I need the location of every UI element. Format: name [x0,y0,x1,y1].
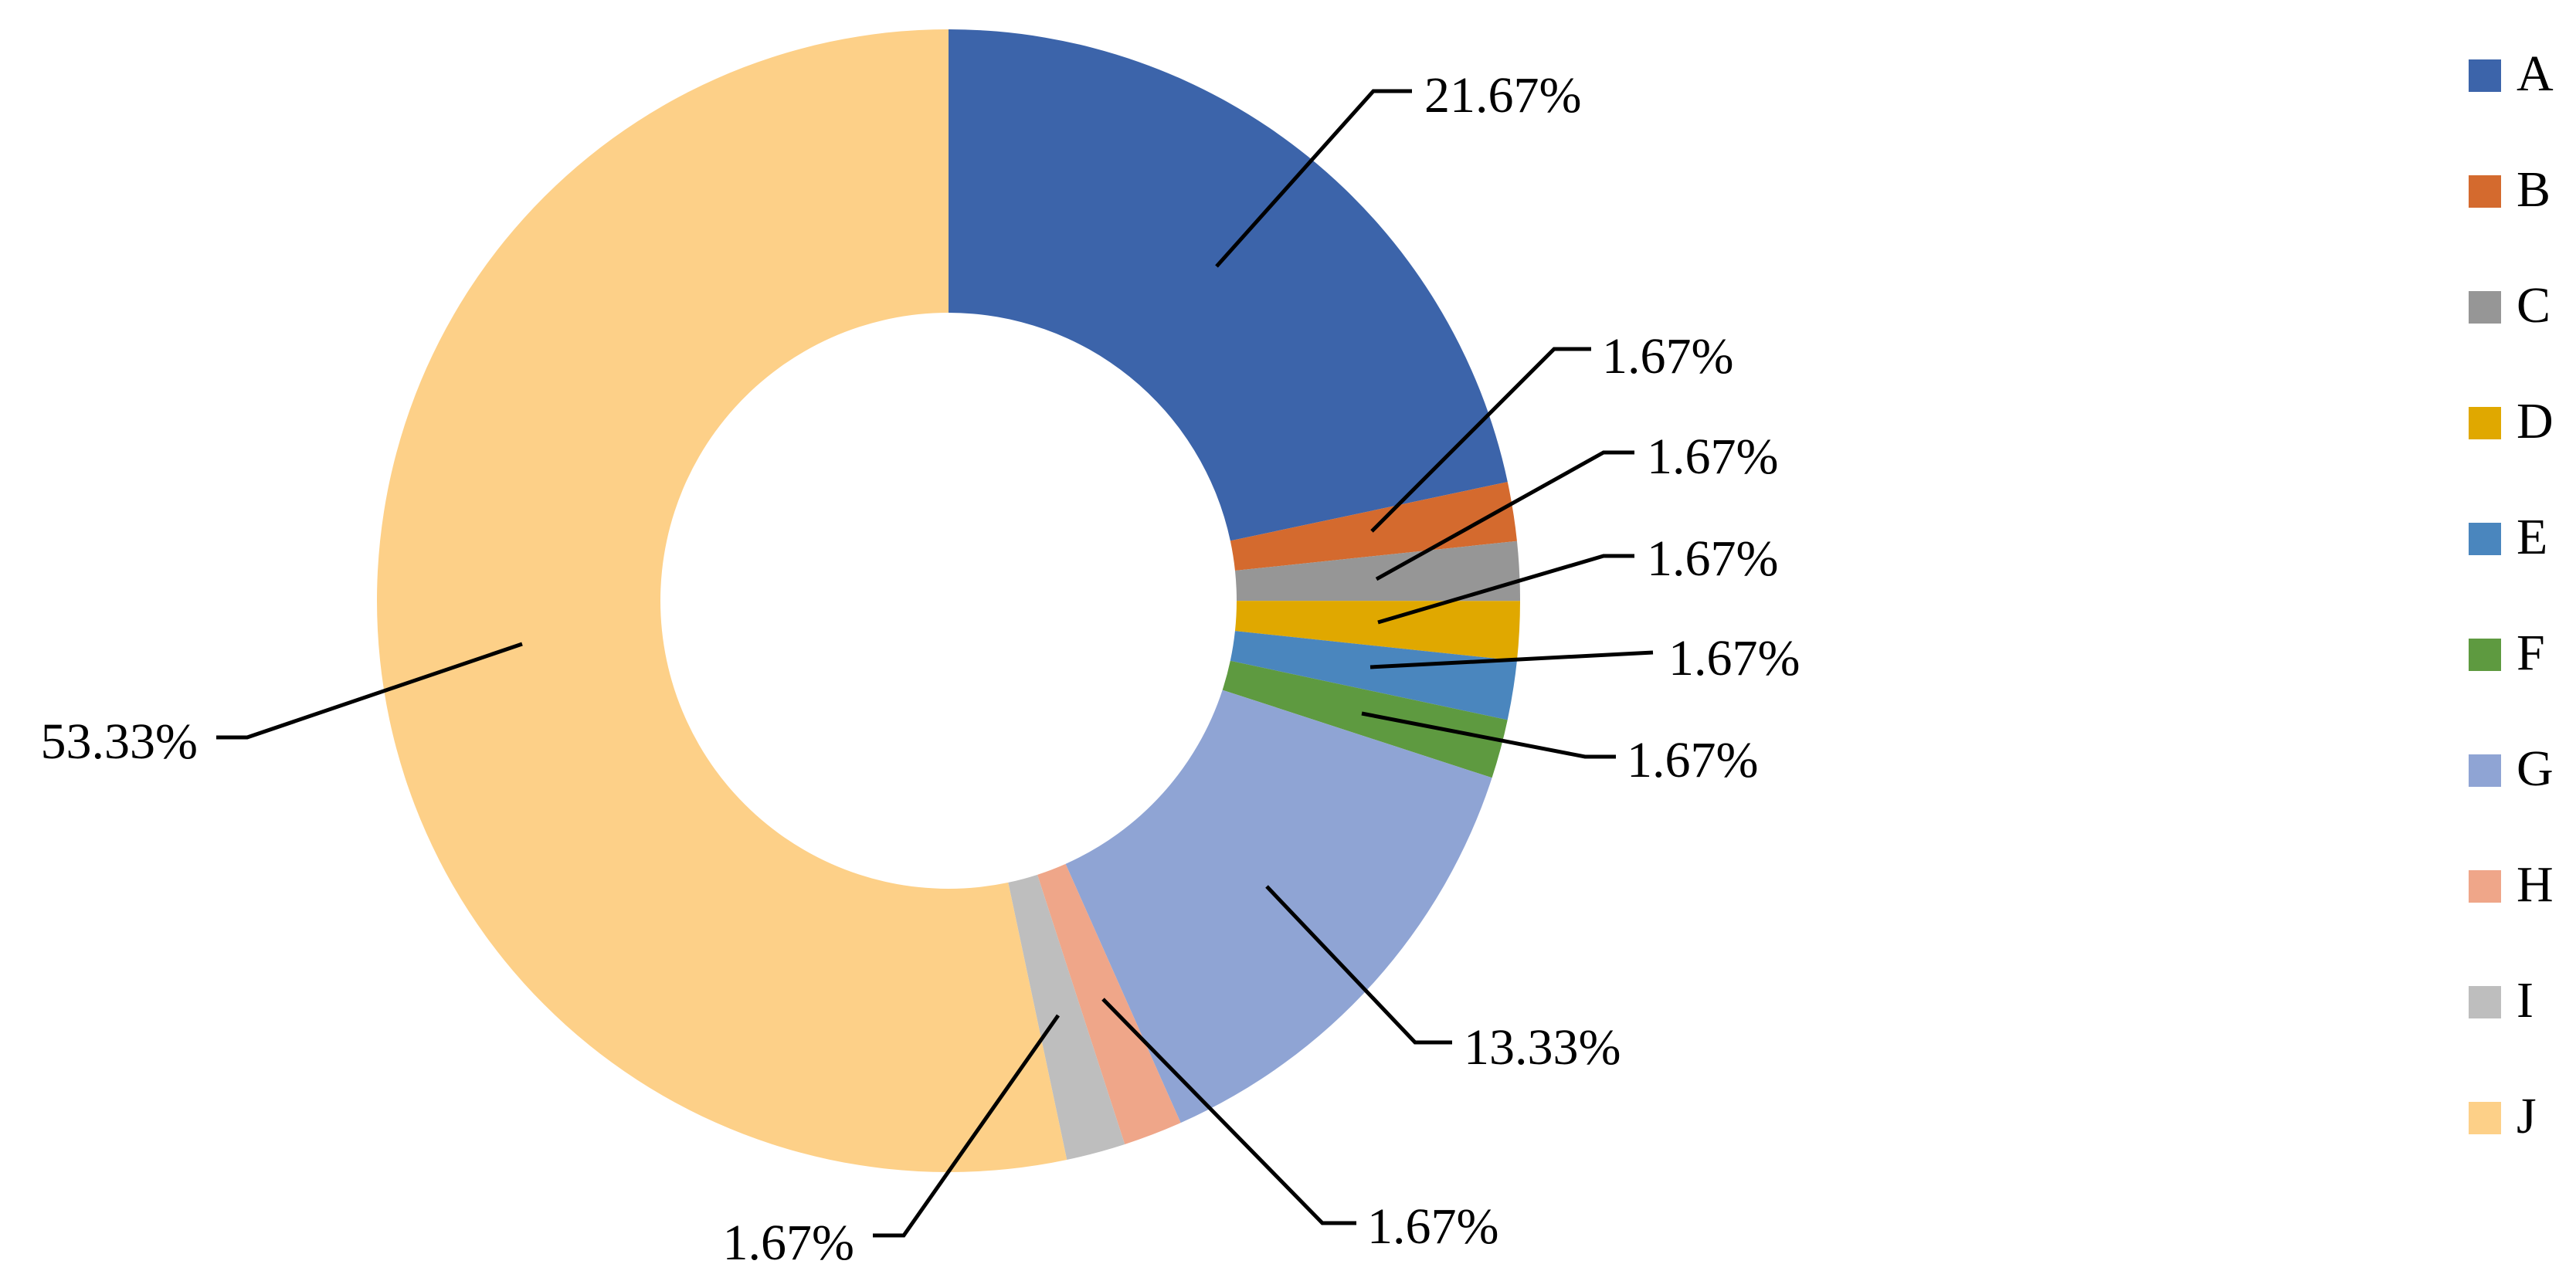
legend-swatch-j [2469,1102,2501,1134]
data-label-i: 1.67% [723,1215,854,1271]
legend-swatch-g [2469,754,2501,787]
legend-swatch-a [2469,59,2501,92]
leader-line-d [1377,554,1634,625]
leader-line-j [216,642,523,740]
leader-line-h [1101,998,1356,1225]
slice-f [1222,660,1508,778]
data-label-leaders [216,89,1654,1238]
legend-label-j: J [2517,1088,2537,1144]
legend-label-a: A [2517,46,2554,102]
donut-slices [377,29,1521,1172]
legend-label-c: C [2517,277,2551,334]
legend-swatch-e [2469,523,2501,555]
slice-j [377,29,1067,1172]
legend-label-h: H [2517,856,2554,913]
leader-line-e [1369,650,1654,669]
legend-label-e: E [2517,509,2547,565]
leader-line-f [1361,711,1616,759]
legend-label-b: B [2517,161,2551,218]
slice-c [1234,541,1521,602]
data-label-j: 53.33% [41,713,198,770]
leader-line-i [873,1014,1061,1238]
legend: A B C D E F G H I J [2469,46,2554,1144]
legend-swatch-c [2469,291,2501,324]
legend-label-i: I [2517,972,2534,1029]
data-label-c: 1.67% [1647,429,1778,485]
leader-line-a [1215,89,1412,268]
legend-swatch-i [2469,986,2501,1018]
data-label-f: 1.67% [1627,732,1758,788]
leader-line-g [1265,885,1452,1045]
data-label-h: 1.67% [1367,1198,1498,1255]
legend-label-d: D [2517,393,2554,449]
leader-line-c [1375,450,1634,581]
slice-e [1230,631,1517,720]
legend-label-f: F [2517,625,2545,681]
legend-label-g: G [2517,740,2554,797]
legend-swatch-h [2469,870,2501,903]
leader-line-b [1370,347,1591,533]
data-label-e: 1.67% [1668,630,1800,686]
data-label-a: 21.67% [1424,67,1581,124]
slice-g [1065,690,1492,1123]
data-label-g: 13.33% [1464,1019,1621,1076]
legend-swatch-f [2469,639,2501,671]
slice-a [949,29,1508,541]
slice-b [1230,482,1517,571]
legend-swatch-d [2469,407,2501,439]
legend-swatch-b [2469,175,2501,208]
data-label-b: 1.67% [1602,328,1733,385]
slice-i [1008,874,1125,1160]
data-label-d: 1.67% [1647,530,1778,587]
data-labels: 21.67% 1.67% 1.67% 1.67% 1.67% 1.67% 13.33% 1.6… [41,67,1800,1271]
slice-d [1234,601,1520,661]
